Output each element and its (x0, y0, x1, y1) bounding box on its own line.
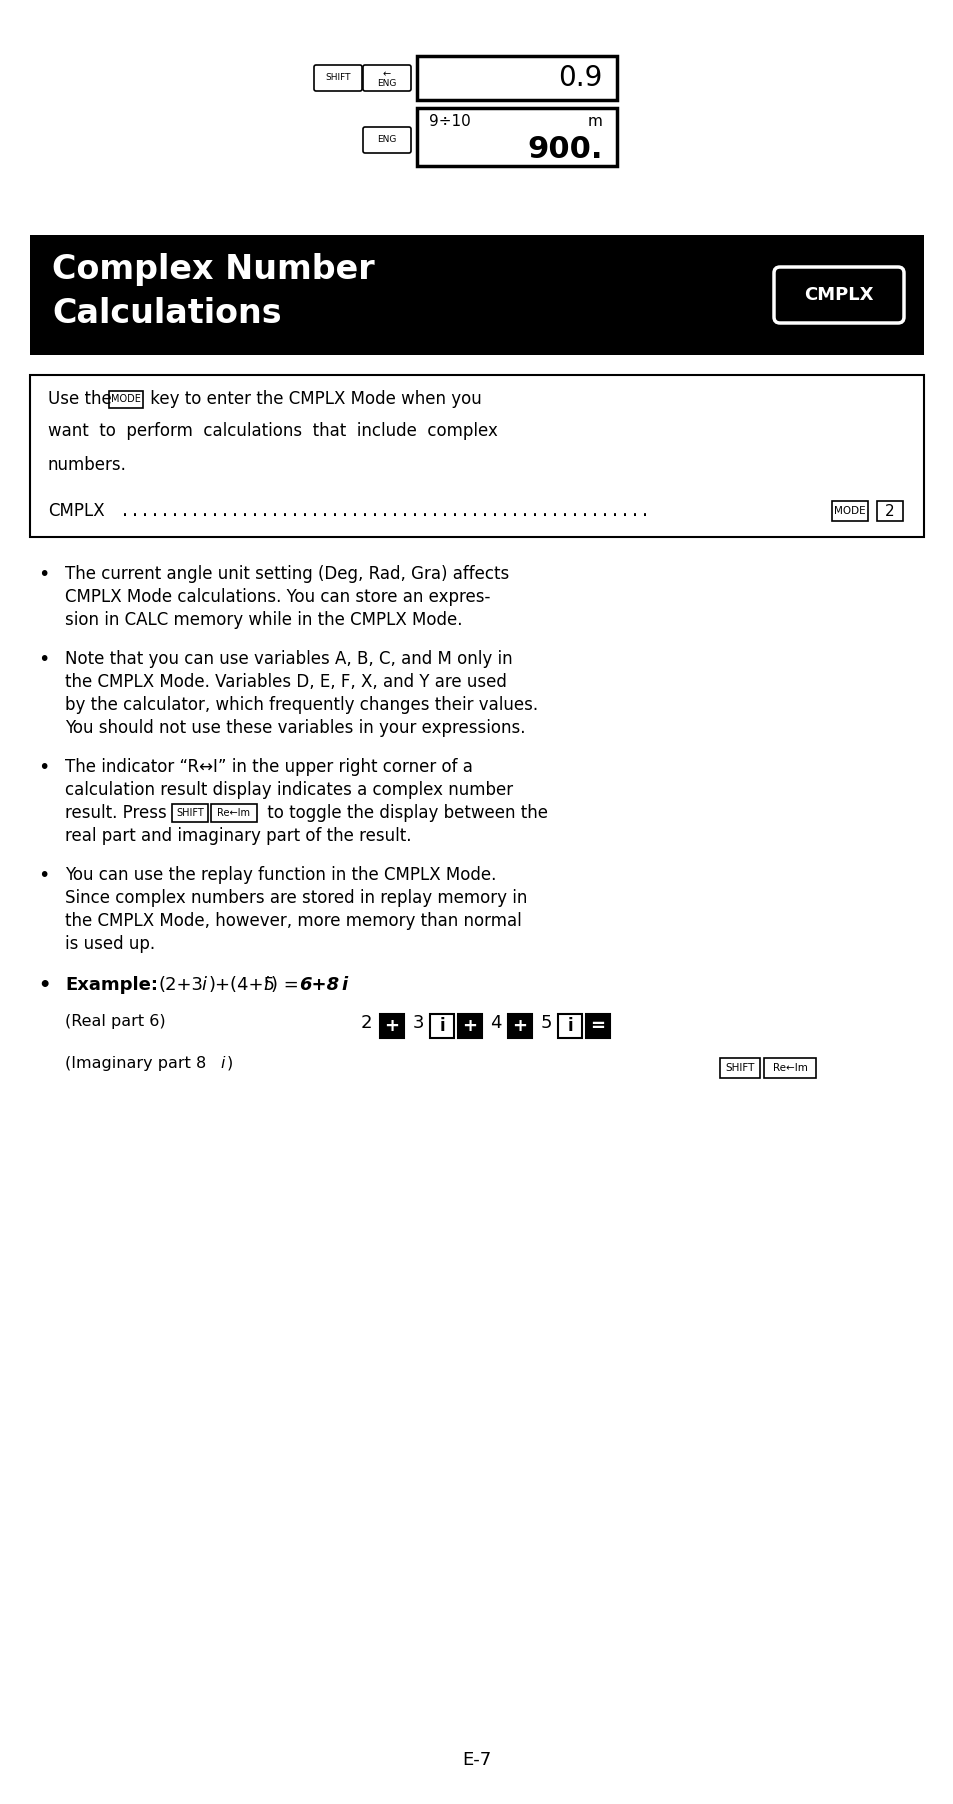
Text: 9÷10: 9÷10 (429, 114, 470, 130)
Text: •: • (38, 649, 50, 669)
Text: 3: 3 (412, 1014, 423, 1032)
Text: Calculations: Calculations (52, 298, 281, 330)
Text: want  to  perform  calculations  that  include  complex: want to perform calculations that includ… (48, 422, 497, 440)
Text: SHIFT: SHIFT (176, 808, 204, 817)
Text: key to enter the CMPLX Mode when you: key to enter the CMPLX Mode when you (145, 390, 481, 408)
Bar (876, 502, 902, 521)
Bar (416, 56, 617, 99)
Text: 4: 4 (490, 1014, 501, 1032)
Text: CMPLX Mode calculations. You can store an expres-: CMPLX Mode calculations. You can store a… (65, 588, 490, 606)
Bar (558, 1014, 581, 1037)
Text: )+(4+5: )+(4+5 (209, 976, 275, 994)
Text: m: m (587, 114, 602, 130)
Text: ): ) (227, 1055, 233, 1072)
Text: i: i (340, 976, 347, 994)
Text: +: + (462, 1017, 477, 1035)
Bar (831, 502, 867, 521)
Text: =: = (590, 1017, 605, 1035)
Text: i: i (263, 976, 268, 994)
Text: •: • (38, 866, 50, 886)
Text: 900.: 900. (527, 135, 602, 164)
Text: the CMPLX Mode, however, more memory than normal: the CMPLX Mode, however, more memory tha… (65, 913, 521, 931)
Text: •: • (38, 565, 50, 584)
Bar (30, 235, 923, 355)
Text: ENG: ENG (377, 79, 396, 88)
Text: CMPLX: CMPLX (48, 502, 105, 520)
Text: 6+8: 6+8 (298, 976, 338, 994)
Text: You can use the replay function in the CMPLX Mode.: You can use the replay function in the C… (65, 866, 496, 884)
Text: is used up.: is used up. (65, 934, 155, 953)
Text: •: • (38, 976, 51, 996)
Bar (30, 375, 923, 538)
Bar (211, 805, 256, 823)
Bar (763, 1057, 815, 1079)
Text: i: i (438, 1017, 444, 1035)
Bar (430, 1014, 454, 1037)
Bar (172, 805, 208, 823)
Text: calculation result display indicates a complex number: calculation result display indicates a c… (65, 781, 513, 799)
Text: (Imaginary part 8: (Imaginary part 8 (65, 1055, 206, 1072)
Text: i: i (201, 976, 206, 994)
Text: i: i (567, 1017, 572, 1035)
Text: (2+3: (2+3 (159, 976, 204, 994)
Text: Since complex numbers are stored in replay memory in: Since complex numbers are stored in repl… (65, 889, 527, 907)
Bar (585, 1014, 609, 1037)
Bar (507, 1014, 532, 1037)
Text: +: + (384, 1017, 399, 1035)
FancyBboxPatch shape (773, 267, 903, 323)
Text: by the calculator, which frequently changes their values.: by the calculator, which frequently chan… (65, 696, 537, 714)
Text: +: + (512, 1017, 527, 1035)
Text: Note that you can use variables A, B, C, and M only in: Note that you can use variables A, B, C,… (65, 649, 512, 667)
Text: sion in CALC memory while in the CMPLX Mode.: sion in CALC memory while in the CMPLX M… (65, 612, 462, 630)
Text: result. Press: result. Press (65, 805, 172, 823)
Bar (379, 1014, 403, 1037)
Text: SHIFT: SHIFT (724, 1063, 754, 1073)
Text: You should not use these variables in your expressions.: You should not use these variables in yo… (65, 720, 525, 738)
FancyBboxPatch shape (363, 126, 411, 153)
Bar (109, 390, 143, 408)
Text: to toggle the display between the: to toggle the display between the (262, 805, 547, 823)
Text: SHIFT: SHIFT (325, 74, 351, 83)
Text: numbers.: numbers. (48, 456, 127, 474)
Text: Complex Number: Complex Number (52, 253, 375, 287)
Bar (457, 1014, 481, 1037)
Text: The current angle unit setting (Deg, Rad, Gra) affects: The current angle unit setting (Deg, Rad… (65, 565, 509, 583)
Text: ) =: ) = (271, 976, 304, 994)
FancyBboxPatch shape (363, 65, 411, 90)
Text: i: i (220, 1055, 224, 1072)
Text: 2: 2 (360, 1014, 372, 1032)
Text: Example:: Example: (65, 976, 158, 994)
Text: (Real part 6): (Real part 6) (65, 1014, 166, 1028)
Text: .....................................................: ........................................… (110, 502, 649, 520)
Text: real part and imaginary part of the result.: real part and imaginary part of the resu… (65, 826, 411, 844)
Text: MODE: MODE (833, 505, 865, 516)
Text: •: • (38, 758, 50, 778)
Text: 5: 5 (539, 1014, 551, 1032)
Text: 2: 2 (884, 503, 894, 518)
Text: ENG: ENG (377, 135, 396, 144)
Text: 0.9: 0.9 (558, 63, 602, 92)
Bar (720, 1057, 760, 1079)
Text: ←: ← (382, 69, 391, 79)
Text: MODE: MODE (111, 393, 141, 404)
Bar (416, 108, 617, 166)
Text: the CMPLX Mode. Variables D, E, F, X, and Y are used: the CMPLX Mode. Variables D, E, F, X, an… (65, 673, 506, 691)
Text: The indicator “R↔I” in the upper right corner of a: The indicator “R↔I” in the upper right c… (65, 758, 473, 776)
Text: E-7: E-7 (462, 1752, 491, 1770)
FancyBboxPatch shape (314, 65, 361, 90)
Text: Use the: Use the (48, 390, 117, 408)
Text: Re←Im: Re←Im (217, 808, 251, 817)
Text: Re←Im: Re←Im (772, 1063, 806, 1073)
Text: CMPLX: CMPLX (803, 287, 873, 305)
